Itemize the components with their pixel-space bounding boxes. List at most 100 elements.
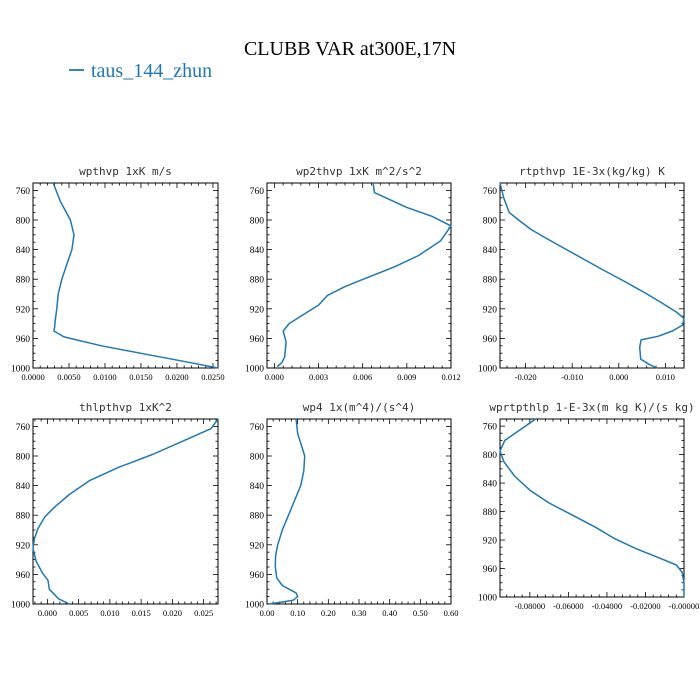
y-tick-label: 960 [16, 335, 31, 345]
x-tick-label: 0.0000 [21, 372, 44, 382]
x-tick-label: 0.50 [413, 608, 428, 618]
panel-title: wp4 1x(m^4)/(s^4) [303, 401, 416, 414]
panel-4: thlpthvp 1xK^2 760 800 840 880 920 960 1000 0.00… [11, 401, 219, 618]
x-tick-label: 0.0200 [165, 372, 188, 382]
y-tick-label: 960 [16, 571, 31, 581]
plot-frame [32, 418, 219, 605]
panel-title: wprtpthlp 1-E-3x(m kg K)/(s kg) [489, 401, 694, 414]
y-tick-label: 800 [483, 451, 498, 461]
y-tick-label: 760 [250, 423, 265, 433]
y-tick-label: 760 [483, 187, 498, 197]
x-tick-label: 0.20 [321, 608, 336, 618]
x-tick-label: 0.006 [353, 372, 372, 382]
y-tick-label: 800 [250, 453, 265, 463]
y-tick-label: 1000 [478, 594, 497, 604]
y-tick-label: 960 [250, 335, 265, 345]
y-tick-label: 880 [16, 512, 31, 522]
x-tick-label: 0.00 [260, 608, 275, 618]
y-tick-label: 840 [250, 246, 265, 256]
x-tick-label: -0.020 [515, 372, 537, 382]
y-tick-label: 1000 [478, 365, 497, 375]
y-tick-label: 760 [483, 423, 498, 433]
y-tick-label: 920 [16, 305, 31, 315]
panel-title: rtpthvp 1E-3x(kg/kg) K [519, 165, 665, 178]
y-tick-label: 880 [250, 276, 265, 286]
series-line [499, 418, 685, 597]
panels: wpthvp 1xK m/s76080084088092096010000.00… [11, 165, 699, 618]
x-tick-label: 0.010 [100, 608, 119, 618]
x-tick-label: 0.30 [352, 608, 367, 618]
panel-3: rtpthvp 1E-3x(kg/kg) K 760 800 840 880 920 960… [478, 165, 685, 382]
x-tick-label: 0.009 [397, 372, 416, 382]
y-tick-label: 920 [483, 537, 498, 547]
y-tick-label: 920 [250, 541, 265, 551]
y-tick-label: 840 [483, 480, 498, 490]
plot-frame [266, 418, 452, 605]
x-tick-label: -0.02000 [630, 601, 660, 611]
y-tick-label: 800 [16, 217, 31, 227]
x-tick-label: 0.000 [609, 372, 628, 382]
y-tick-label: 960 [250, 571, 265, 581]
y-tick-label: 920 [16, 541, 31, 551]
x-tick-label: -0.00000 [669, 601, 699, 611]
x-tick-label: 0.0250 [201, 372, 224, 382]
x-tick-label: 0.005 [69, 608, 88, 618]
y-tick-label: 880 [483, 508, 498, 518]
plot-frame [32, 182, 219, 369]
panel-title: wpthvp 1xK m/s [79, 165, 172, 178]
x-tick-label: 0.012 [441, 372, 460, 382]
x-tick-label: -0.04000 [592, 601, 622, 611]
y-tick-label: 760 [16, 423, 31, 433]
x-tick-label: 0.0150 [129, 372, 152, 382]
y-tick-label: 840 [483, 246, 498, 256]
legend-label: taus_144_zhun [91, 60, 212, 82]
x-tick-label: 0.010 [656, 372, 675, 382]
y-tick-label: 760 [250, 187, 265, 197]
y-tick-label: 760 [16, 187, 31, 197]
plot-frame [499, 418, 685, 598]
y-tick-label: 1000 [11, 601, 30, 611]
plot-frame [499, 182, 685, 369]
y-tick-label: 880 [483, 276, 498, 286]
y-tick-label: 960 [483, 335, 498, 345]
y-tick-label: 840 [16, 246, 31, 256]
x-tick-label: 0.60 [444, 608, 459, 618]
plot-frame [266, 182, 452, 369]
panel-2: wp2thvp 1xK m^2/s^2 760 800 840 880 920 960 100… [245, 165, 461, 382]
x-tick-label: 0.025 [194, 608, 213, 618]
y-tick-label: 800 [16, 453, 31, 463]
x-tick-label: 0.000 [38, 608, 57, 618]
x-tick-label: -0.06000 [553, 601, 583, 611]
y-tick-label: 960 [483, 565, 498, 575]
y-tick-label: 1000 [245, 365, 264, 375]
x-tick-label: 0.0050 [57, 372, 80, 382]
y-tick-label: 1000 [245, 601, 264, 611]
y-tick-label: 840 [250, 482, 265, 492]
y-tick-label: 880 [16, 276, 31, 286]
x-tick-label: 0.10 [290, 608, 305, 618]
y-tick-label: 1000 [11, 365, 30, 375]
y-tick-label: 800 [483, 217, 498, 227]
series-line [52, 182, 219, 369]
y-tick-label: 800 [250, 217, 265, 227]
x-tick-label: 0.000 [265, 372, 284, 382]
legend: taus_144_zhun [69, 60, 212, 82]
y-tick-label: 880 [250, 512, 265, 522]
x-tick-label: 0.40 [382, 608, 397, 618]
y-tick-label: 840 [16, 482, 31, 492]
panel-5: wp4 1x(m^4)/(s^4)76080084088092096010000… [245, 401, 458, 618]
panel-1: wpthvp 1xK m/s76080084088092096010000.00… [11, 165, 225, 382]
series-line [268, 418, 306, 605]
series-line [32, 418, 219, 605]
panel-6: wprtpthlp 1-E-3x(m kg K)/(s kg) 760 800 840… [478, 401, 699, 611]
series-line [499, 182, 685, 369]
panel-title: thlpthvp 1xK^2 [79, 401, 172, 414]
y-tick-label: 920 [483, 305, 498, 315]
series-line [276, 182, 452, 368]
x-tick-label: -0.08000 [515, 601, 545, 611]
panel-title: wp2thvp 1xK m^2/s^2 [296, 165, 422, 178]
x-tick-label: -0.010 [561, 372, 583, 382]
y-tick-label: 920 [250, 305, 265, 315]
x-tick-label: 0.0100 [93, 372, 116, 382]
